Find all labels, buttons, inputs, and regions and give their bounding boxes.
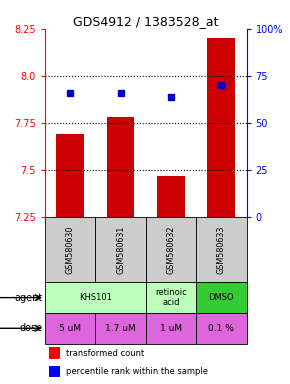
Text: 0.1 %: 0.1 % <box>209 324 234 333</box>
Text: GSM580630: GSM580630 <box>66 226 75 274</box>
FancyBboxPatch shape <box>196 282 246 313</box>
Bar <box>49 347 60 359</box>
FancyBboxPatch shape <box>95 313 146 344</box>
FancyBboxPatch shape <box>45 217 95 282</box>
Bar <box>56 134 84 217</box>
Bar <box>207 38 235 217</box>
Bar <box>157 176 185 217</box>
Text: retinoic
acid: retinoic acid <box>155 288 187 307</box>
FancyBboxPatch shape <box>146 217 196 282</box>
Text: percentile rank within the sample: percentile rank within the sample <box>66 367 208 376</box>
Bar <box>49 366 60 377</box>
Text: 1 uM: 1 uM <box>160 324 182 333</box>
Text: agent: agent <box>15 293 43 303</box>
FancyBboxPatch shape <box>196 217 246 282</box>
Title: GDS4912 / 1383528_at: GDS4912 / 1383528_at <box>73 15 218 28</box>
Text: DMSO: DMSO <box>209 293 234 302</box>
FancyBboxPatch shape <box>146 313 196 344</box>
FancyBboxPatch shape <box>196 313 246 344</box>
Text: dose: dose <box>20 323 43 333</box>
Text: GSM580632: GSM580632 <box>166 226 175 274</box>
FancyBboxPatch shape <box>146 282 196 313</box>
FancyBboxPatch shape <box>45 282 146 313</box>
Text: 1.7 uM: 1.7 uM <box>105 324 136 333</box>
Text: GSM580631: GSM580631 <box>116 226 125 274</box>
Text: GSM580633: GSM580633 <box>217 226 226 274</box>
Text: KHS101: KHS101 <box>79 293 112 302</box>
FancyBboxPatch shape <box>45 313 95 344</box>
Text: 5 uM: 5 uM <box>59 324 81 333</box>
Text: transformed count: transformed count <box>66 349 144 358</box>
FancyBboxPatch shape <box>95 217 146 282</box>
Bar <box>107 118 134 217</box>
